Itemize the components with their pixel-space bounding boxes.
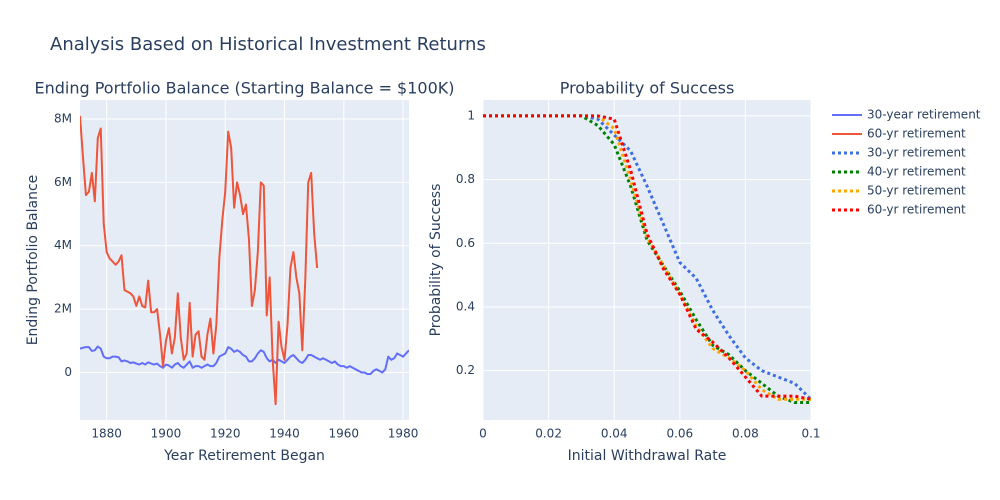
x-tick-label: 1920 <box>210 427 241 441</box>
x-tick-label: 1880 <box>91 427 122 441</box>
legend-label: 30-year retirement <box>867 108 981 122</box>
x-tick-label: 0.1 <box>801 427 820 441</box>
legend-label: 60-yr retirement <box>867 127 966 141</box>
series-line <box>80 345 409 376</box>
x-tick-label: 1900 <box>151 427 182 441</box>
series-line <box>80 115 319 406</box>
legend-label: 50-yr retirement <box>867 184 966 198</box>
legend-label: 30-yr retirement <box>867 146 966 160</box>
y-axis-title: Ending Portfolio Balance <box>25 175 41 346</box>
x-tick-label: 1980 <box>388 427 419 441</box>
x-tick-label: 1960 <box>329 427 360 441</box>
y-tick-label: 8M <box>54 112 72 126</box>
x-tick-label: 0.02 <box>535 427 562 441</box>
legend-label: 60-yr retirement <box>867 203 966 217</box>
y-tick-label: 1 <box>467 108 475 122</box>
y-tick-label: 0.4 <box>456 299 475 313</box>
y-tick-label: 2M <box>54 302 72 316</box>
subplot-title: Ending Portfolio Balance (Starting Balan… <box>34 79 454 98</box>
plot-background <box>80 100 409 420</box>
x-axis-title: Initial Withdrawal Rate <box>568 448 727 464</box>
y-tick-label: 6M <box>54 175 72 189</box>
y-tick-label: 0.2 <box>456 363 475 377</box>
y-axis-title: Probability of Success <box>428 184 444 337</box>
subplot-title: Probability of Success <box>560 79 735 98</box>
legend-label: 40-yr retirement <box>867 165 966 179</box>
x-tick-label: 0.08 <box>732 427 759 441</box>
x-axis-title: Year Retirement Began <box>163 448 325 464</box>
y-tick-label: 4M <box>54 238 72 252</box>
series-line <box>483 114 811 401</box>
y-tick-label: 0.6 <box>456 236 475 250</box>
plot-background <box>483 100 811 420</box>
y-tick-label: 0.8 <box>456 172 475 186</box>
x-tick-label: 1940 <box>269 427 300 441</box>
x-tick-label: 0.04 <box>601 427 628 441</box>
x-tick-label: 0 <box>479 427 487 441</box>
x-tick-label: 0.06 <box>666 427 693 441</box>
y-tick-label: 0 <box>64 365 72 379</box>
figure-title: Analysis Based on Historical Investment … <box>50 34 486 55</box>
